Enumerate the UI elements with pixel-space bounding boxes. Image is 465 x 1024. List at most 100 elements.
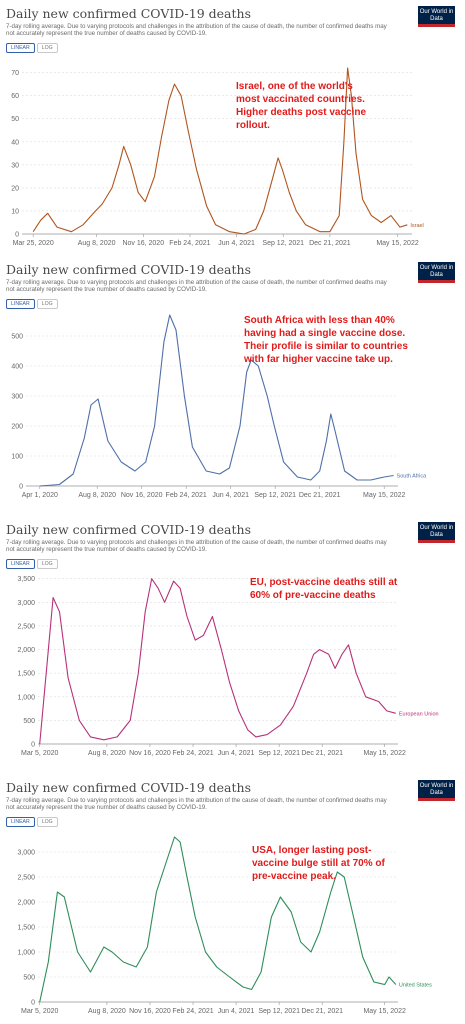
- y-tick-label: 500: [23, 975, 35, 982]
- y-tick-label: 2,000: [17, 900, 35, 907]
- y-tick-label: 10: [11, 208, 19, 215]
- x-tick-label: Dec 21, 2021: [301, 750, 343, 757]
- x-tick-label: Feb 24, 2021: [172, 750, 213, 757]
- linear-toggle[interactable]: LINEAR: [6, 817, 35, 827]
- y-tick-label: 20: [11, 185, 19, 192]
- x-tick-label: May 15, 2022: [363, 750, 406, 757]
- x-tick-label: Dec 21, 2021: [299, 492, 341, 499]
- line-chart: 0 500 1,000 1,500 2,000 2,500 3,000 Mar 5, 2020…: [17, 836, 432, 1015]
- chart-annotation: USA, longer lasting post-vaccine bulge s…: [252, 845, 385, 882]
- scale-toggle: LINEAR LOG: [6, 299, 58, 309]
- x-tick-label: Dec 21, 2021: [301, 1008, 343, 1015]
- y-tick-label: 30: [11, 162, 19, 169]
- series-end-label: Israel: [410, 223, 423, 229]
- x-tick-label: Sep 12, 2021: [262, 240, 304, 247]
- x-tick-label: Mar 25, 2020: [13, 240, 54, 247]
- owid-logo: Our World in Data: [418, 262, 455, 283]
- chart-subtitle: 7-day rolling average. Due to varying pr…: [6, 539, 387, 554]
- x-tick-label: Sep 12, 2021: [258, 750, 300, 757]
- x-tick-label: Mar 5, 2020: [21, 1008, 58, 1015]
- x-tick-label: Jun 4, 2021: [218, 1008, 255, 1015]
- log-toggle[interactable]: LOG: [36, 559, 58, 569]
- y-tick-label: 1,500: [17, 925, 35, 932]
- y-tick-label: 2,000: [17, 647, 35, 654]
- x-tick-label: Apr 1, 2020: [22, 492, 58, 499]
- chart-title: Daily new confirmed COVID-19 deaths: [6, 6, 251, 21]
- x-tick-label: May 15, 2022: [363, 1008, 406, 1015]
- x-tick-label: Aug 8, 2020: [78, 240, 116, 247]
- x-tick-label: Feb 24, 2021: [172, 1008, 213, 1015]
- x-tick-label: May 15, 2022: [376, 240, 419, 247]
- y-tick-label: 3,000: [17, 850, 35, 857]
- y-tick-label: 50: [11, 116, 19, 123]
- chart-annotation: EU, post-vaccine deaths still at 60% of …: [250, 577, 398, 601]
- owid-logo: Our World in Data: [418, 780, 455, 801]
- line-chart: 0 500 1,000 1,500 2,000 2,500 3,000 3,500 Mar 5,…: [17, 576, 439, 757]
- y-tick-label: 70: [11, 70, 19, 77]
- chart-title: Daily new confirmed COVID-19 deaths: [6, 522, 251, 537]
- y-tick-label: 1,000: [17, 950, 35, 957]
- x-tick-label: Nov 16, 2020: [129, 750, 171, 757]
- chart-annotation: South Africa with less than 40% having h…: [244, 315, 408, 365]
- x-tick-label: Nov 16, 2020: [122, 240, 164, 247]
- chart-annotation: Israel, one of the world's most vaccinat…: [236, 81, 367, 131]
- x-tick-label: Mar 5, 2020: [21, 750, 58, 757]
- y-tick-label: 200: [11, 424, 23, 431]
- x-tick-label: Nov 16, 2020: [121, 492, 163, 499]
- y-tick-label: 1,000: [17, 694, 35, 701]
- y-tick-label: 400: [11, 364, 23, 371]
- chart-title: Daily new confirmed COVID-19 deaths: [6, 262, 251, 277]
- chart-subtitle: 7-day rolling average. Due to varying pr…: [6, 797, 387, 812]
- owid-logo: Our World in Data: [418, 522, 455, 543]
- x-tick-label: May 15, 2022: [363, 492, 406, 499]
- y-tick-label: 1,500: [17, 671, 35, 678]
- x-tick-label: Nov 16, 2020: [129, 1008, 171, 1015]
- series-end-label: European Union: [399, 711, 439, 717]
- y-tick-label: 0: [19, 484, 23, 491]
- x-tick-label: Feb 24, 2021: [169, 240, 210, 247]
- series-line: [39, 578, 396, 745]
- chart-subtitle: 7-day rolling average. Due to varying pr…: [6, 23, 387, 38]
- log-toggle[interactable]: LOG: [36, 817, 58, 827]
- linear-toggle[interactable]: LINEAR: [6, 43, 35, 53]
- y-tick-label: 0: [15, 232, 19, 239]
- y-tick-label: 300: [11, 394, 23, 401]
- scale-toggle: LINEAR LOG: [6, 559, 58, 569]
- x-tick-label: Aug 8, 2020: [88, 1008, 126, 1015]
- y-tick-label: 0: [31, 742, 35, 749]
- linear-toggle[interactable]: LINEAR: [6, 299, 35, 309]
- series-line: [39, 836, 397, 1003]
- x-tick-label: Aug 8, 2020: [88, 750, 126, 757]
- series-line: [39, 314, 394, 487]
- y-tick-label: 40: [11, 139, 19, 146]
- chart-panel-european-union: Daily new confirmed COVID-19 deaths 7-da…: [0, 522, 465, 762]
- log-toggle[interactable]: LOG: [36, 299, 58, 309]
- series-end-label: United States: [399, 983, 432, 989]
- series-line: [32, 67, 408, 235]
- series-end-label: South Africa: [397, 474, 428, 480]
- x-tick-label: Sep 12, 2021: [254, 492, 296, 499]
- chart-title: Daily new confirmed COVID-19 deaths: [6, 780, 251, 795]
- y-tick-label: 3,000: [17, 600, 35, 607]
- x-tick-label: Sep 12, 2021: [258, 1008, 300, 1015]
- y-tick-label: 2,500: [17, 875, 35, 882]
- log-toggle[interactable]: LOG: [36, 43, 58, 53]
- owid-logo: Our World in Data: [418, 6, 455, 27]
- line-chart: 0 100 200 300 400 500 Apr 1, 2020 Aug 8, 2020 No…: [11, 314, 428, 499]
- x-tick-label: Jun 4, 2021: [212, 492, 249, 499]
- chart-panel-south-africa: Daily new confirmed COVID-19 deaths 7-da…: [0, 262, 465, 507]
- linear-toggle[interactable]: LINEAR: [6, 559, 35, 569]
- chart-panel-united-states: Daily new confirmed COVID-19 deaths 7-da…: [0, 780, 465, 1020]
- chart-panel-israel: Daily new confirmed COVID-19 deaths 7-da…: [0, 6, 465, 247]
- y-tick-label: 0: [31, 1000, 35, 1007]
- y-tick-label: 60: [11, 93, 19, 100]
- x-tick-label: Feb 24, 2021: [166, 492, 207, 499]
- x-tick-label: Dec 21, 2021: [309, 240, 351, 247]
- line-chart: 0 10 20 30 40 50 60 70 Mar 25, 2020 Aug 8, 2020 No…: [11, 67, 424, 247]
- x-tick-label: Aug 8, 2020: [78, 492, 116, 499]
- y-tick-label: 500: [11, 334, 23, 341]
- scale-toggle: LINEAR LOG: [6, 817, 58, 827]
- x-tick-label: Jun 4, 2021: [218, 240, 255, 247]
- scale-toggle: LINEAR LOG: [6, 43, 58, 53]
- chart-subtitle: 7-day rolling average. Due to varying pr…: [6, 279, 387, 294]
